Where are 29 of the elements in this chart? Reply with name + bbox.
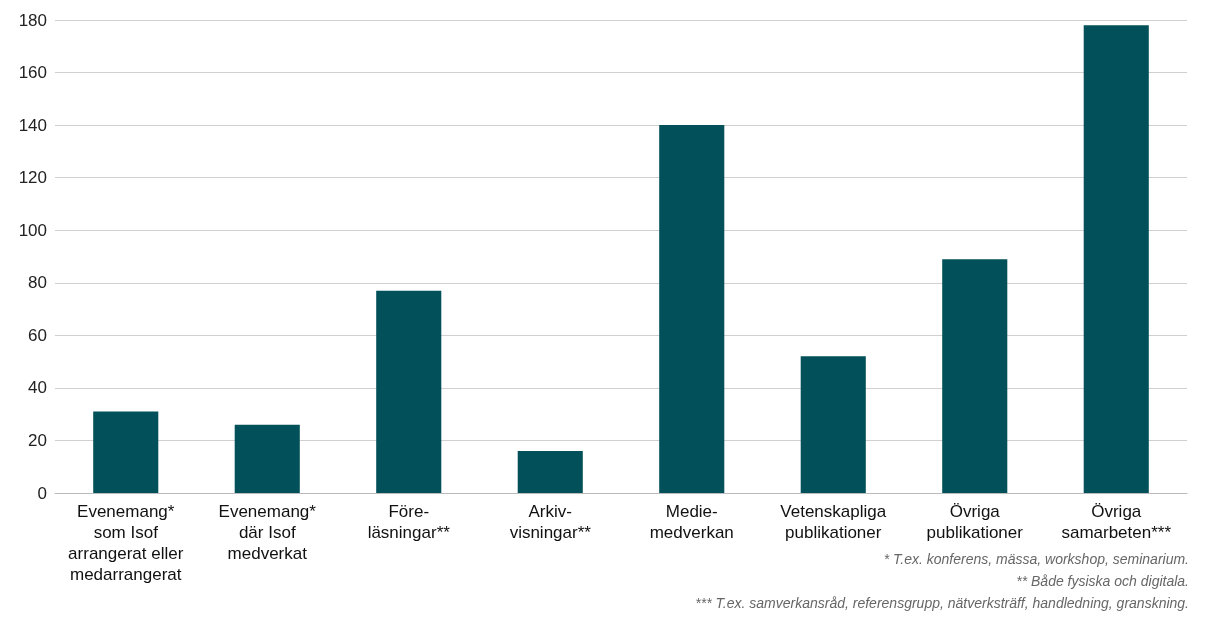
bar: [942, 259, 1008, 493]
y-tick-label: 180: [18, 10, 47, 30]
x-tick-label: Övriga publikationer: [926, 502, 1024, 542]
bar: [93, 411, 159, 493]
x-tick-label: Övriga samarbeten***: [1061, 502, 1172, 542]
x-tick-label: Evenemang* som Isof arrangerat eller medarrangerat: [68, 502, 184, 584]
y-tick-label: 80: [28, 273, 47, 293]
text: * T.ex. konferens, mässa, workshop, seminarium.: [883, 551, 1189, 567]
x-tick-label: Arkiv- visningar**: [509, 502, 592, 542]
y-tick-label: 20: [28, 430, 47, 450]
bar: [517, 450, 583, 493]
bar: [376, 290, 442, 493]
y-tick-label: 60: [28, 325, 47, 345]
text: ** Både fysiska och digitala.: [1016, 573, 1189, 589]
y-tick-label: 140: [18, 115, 47, 135]
bar: [800, 356, 866, 493]
y-tick-label: 160: [18, 63, 47, 83]
text: *** T.ex. samverkansråd, referensgrupp, nätverksträff, handledning, granskning.: [695, 595, 1189, 611]
y-tick-label: 100: [18, 220, 47, 240]
y-tick-label: 0: [37, 483, 47, 503]
x-tick-label: Evenemang* där Isof medverkat: [218, 502, 317, 563]
y-tick-label: 40: [28, 378, 47, 398]
x-tick-label: Vetenskapliga publikationer: [780, 502, 887, 542]
x-tick-label: Före- läsningar**: [367, 502, 451, 542]
y-tick-label: 120: [18, 168, 47, 188]
bar: [234, 424, 300, 493]
bar: [1083, 25, 1149, 493]
x-tick-label: Medie- medverkan: [649, 502, 734, 542]
bar: [659, 125, 725, 493]
